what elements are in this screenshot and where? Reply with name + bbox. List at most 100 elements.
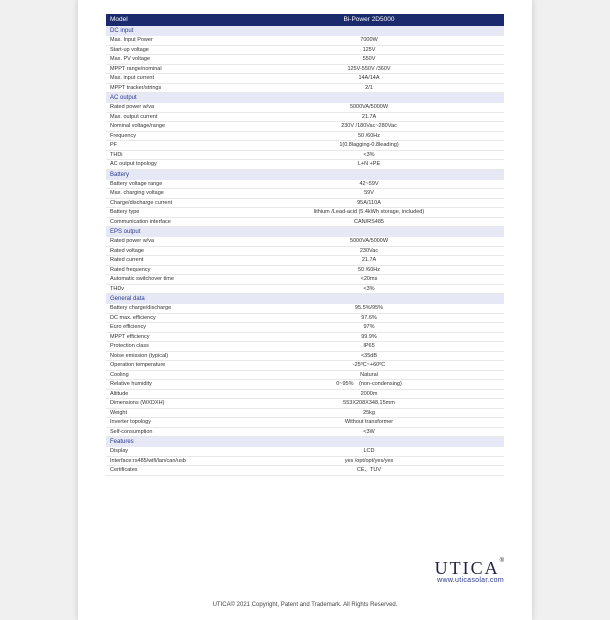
spec-value: 2/1	[234, 84, 504, 93]
spec-row: Self-consumption<3W	[106, 428, 504, 438]
spec-row: Rated frequency50 /60Hz	[106, 266, 504, 276]
spec-row: Rated power w/va5000VA/5000W	[106, 103, 504, 113]
spec-row: Start-up voltage125V	[106, 46, 504, 56]
spec-value: 50 /60Hz	[234, 132, 504, 141]
spec-label: Communication interface	[106, 218, 234, 227]
spec-label: Max. charging voltage	[106, 189, 234, 198]
spec-row: Noise emission (typical)<35dB	[106, 352, 504, 362]
spec-label: Operation temperature	[106, 361, 234, 370]
spec-value: 5000VA/5000W	[234, 237, 504, 246]
spec-row: Rated voltage230Vac	[106, 247, 504, 257]
spec-value: <35dB	[234, 352, 504, 361]
spec-row: Interface:rs485/wifi/lan/can/usbyes /opt…	[106, 457, 504, 467]
spec-value: Without transformer	[234, 418, 504, 427]
section-header: DC input	[106, 26, 504, 36]
spec-row: Inverter topologyWithout transformer	[106, 418, 504, 428]
spec-value: <3%	[234, 285, 504, 294]
spec-label: Weight	[106, 409, 234, 418]
spec-value: 97%	[234, 323, 504, 332]
spec-value: IP65	[234, 342, 504, 351]
spec-value: 21.7A	[234, 113, 504, 122]
spec-label: Rated power w/va	[106, 103, 234, 112]
spec-table: Model Bi-Power 2D5000 DC inputMax. Input…	[106, 14, 504, 476]
spec-value: 553X208X348.15mm	[234, 399, 504, 408]
spec-label: Self-consumption	[106, 428, 234, 437]
spec-value: Natural	[234, 371, 504, 380]
spec-row: Automatic switchover time<20ms	[106, 275, 504, 285]
spec-label: MPPT range/nominal	[106, 65, 234, 74]
spec-value: -25ºC~+60ºC	[234, 361, 504, 370]
spec-row: Operation temperature-25ºC~+60ºC	[106, 361, 504, 371]
spec-value: 230V /180Vac~280Vac	[234, 122, 504, 131]
spec-value: 21.7A	[234, 256, 504, 265]
spec-label: DC max. efficiency	[106, 314, 234, 323]
spec-label: Noise emission (typical)	[106, 352, 234, 361]
spec-value: 95.5%/95%	[234, 304, 504, 313]
spec-value: 2000m	[234, 390, 504, 399]
spec-label: Charge/discharge current	[106, 199, 234, 208]
spec-value: 125V	[234, 46, 504, 55]
spec-value: 14A/14A	[234, 74, 504, 83]
spec-value: 5000VA/5000W	[234, 103, 504, 112]
spec-value: 59V	[234, 189, 504, 198]
section-header: Battery	[106, 170, 504, 180]
spec-value: 97.6%	[234, 314, 504, 323]
spec-value: <3%	[234, 151, 504, 160]
spec-label: Nominal voltage/range	[106, 122, 234, 131]
spec-label: THDv	[106, 285, 234, 294]
spec-label: Altitude	[106, 390, 234, 399]
spec-label: Certificates	[106, 466, 234, 475]
spec-row: CertificatesCE、TUV	[106, 466, 504, 476]
spec-value: L+N +PE	[234, 160, 504, 169]
spec-value: <3W	[234, 428, 504, 437]
spec-row: MPPT range/nominal125V-550V /360V	[106, 65, 504, 75]
document-page: Model Bi-Power 2D5000 DC inputMax. Input…	[78, 0, 532, 620]
brand-name: UTICA	[435, 558, 500, 578]
spec-label: Rated current	[106, 256, 234, 265]
spec-row: Rated current21.7A	[106, 256, 504, 266]
spec-row: DisplayLCD	[106, 447, 504, 457]
spec-row: AC output topologyL+N +PE	[106, 160, 504, 170]
spec-value: 50 /60Hz	[234, 266, 504, 275]
spec-value: <20ms	[234, 275, 504, 284]
spec-row: Max. charging voltage59V	[106, 189, 504, 199]
spec-label: MPPT efficiency	[106, 333, 234, 342]
section-header: Features	[106, 437, 504, 447]
spec-value: LCD	[234, 447, 504, 456]
section-header: General data	[106, 294, 504, 304]
spec-row: THDv<3%	[106, 285, 504, 295]
spec-row: DC max. efficiency97.6%	[106, 314, 504, 324]
spec-label: Max. Input Power	[106, 36, 234, 45]
spec-label: THDi	[106, 151, 234, 160]
spec-row: PF1(0.8lagging-0.8leading)	[106, 141, 504, 151]
spec-label: Euro efficiency	[106, 323, 234, 332]
spec-label: Max. output current	[106, 113, 234, 122]
section-header: AC output	[106, 93, 504, 103]
spec-row: Battery typelithium /Lead-acid (5.4kWh s…	[106, 208, 504, 218]
spec-row: Frequency50 /60Hz	[106, 132, 504, 142]
spec-label: Rated power w/va	[106, 237, 234, 246]
header-label: Model	[106, 14, 234, 26]
spec-label: Max. input current	[106, 74, 234, 83]
spec-value: yes /opt/opt/yes/yes	[234, 457, 504, 466]
spec-label: Battery voltage range	[106, 180, 234, 189]
brand-url: www.uticasolar.com	[435, 577, 504, 584]
spec-value: 99.9%	[234, 333, 504, 342]
spec-row: Max. input current14A/14A	[106, 74, 504, 84]
spec-row: Charge/discharge current95A/110A	[106, 199, 504, 209]
spec-label: AC output topology	[106, 160, 234, 169]
spec-label: Start-up voltage	[106, 46, 234, 55]
spec-value: 25kg	[234, 409, 504, 418]
spec-row: Battery charge/discharge95.5%/95%	[106, 304, 504, 314]
spec-row: Max. output current21.7A	[106, 113, 504, 123]
spec-label: Relative humidity	[106, 380, 234, 389]
spec-value: 95A/110A	[234, 199, 504, 208]
spec-label: Rated frequency	[106, 266, 234, 275]
spec-row: Rated power w/va5000VA/5000W	[106, 237, 504, 247]
spec-row: MPPT efficiency99.9%	[106, 333, 504, 343]
spec-row: Altitude2000m	[106, 390, 504, 400]
spec-value: 230Vac	[234, 247, 504, 256]
spec-row: Weight25kg	[106, 409, 504, 419]
spec-label: Automatic switchover time	[106, 275, 234, 284]
spec-label: Inverter topology	[106, 418, 234, 427]
